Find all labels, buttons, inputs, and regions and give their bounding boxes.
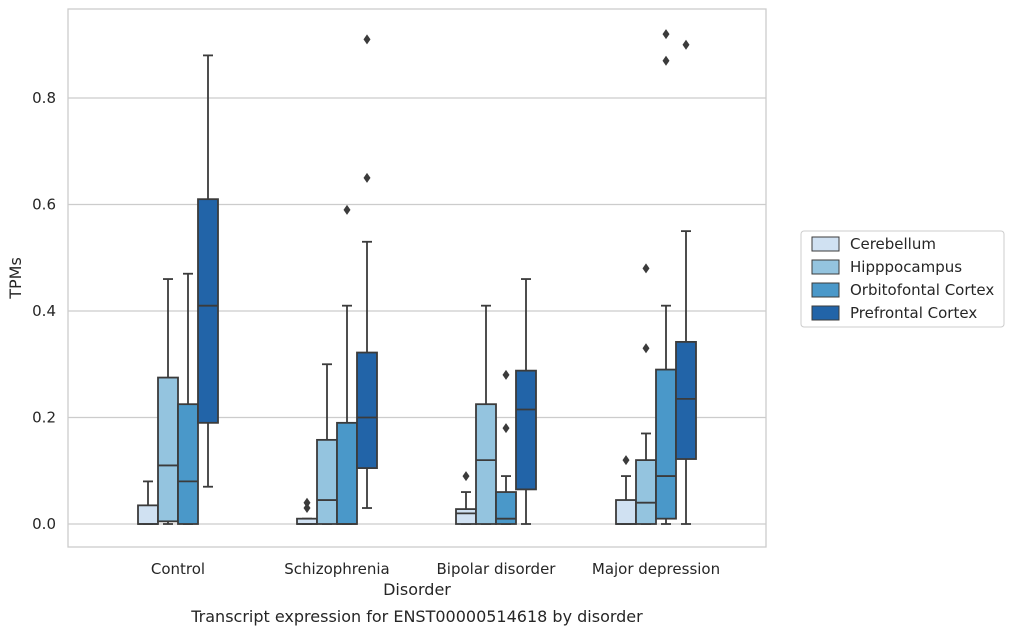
x-axis-title: Disorder <box>383 580 451 599</box>
outlier-point <box>662 29 670 40</box>
y-tick-label: 0.4 <box>32 302 56 320</box>
outlier-point <box>303 497 311 508</box>
outlier-point <box>343 204 351 215</box>
box-body <box>356 351 378 469</box>
box-3-3 <box>675 39 697 525</box>
box-body <box>475 403 497 525</box>
box-2-0 <box>177 272 199 525</box>
outlier-point <box>363 34 371 45</box>
x-tick-label: Bipolar disorder <box>437 560 557 578</box>
plot-frame <box>67 8 767 548</box>
box-0-0 <box>137 480 159 525</box>
box-body <box>515 369 537 491</box>
x-tick-label: Control <box>151 560 205 578</box>
outlier-point <box>303 503 311 514</box>
legend-label: Orbitofontal Cortex <box>850 281 994 299</box>
box-body <box>157 376 179 523</box>
legend-swatch <box>811 259 840 275</box>
x-tick-label: Major depression <box>592 560 720 578</box>
box-body <box>316 438 338 525</box>
box-0-1 <box>296 497 318 525</box>
outlier-point <box>662 55 670 66</box>
y-tick-label: 0.6 <box>32 196 56 214</box>
outlier-point <box>462 471 470 482</box>
box-3-2 <box>515 278 537 525</box>
box-3-1 <box>356 34 378 509</box>
box-body <box>495 491 517 525</box>
box-series <box>137 29 697 525</box>
box-body <box>615 499 637 525</box>
outlier-point <box>363 172 371 183</box>
box-body <box>655 368 677 520</box>
box-body <box>137 504 159 525</box>
box-2-2 <box>495 369 517 525</box>
y-axis-title: TPMs <box>6 257 25 300</box>
box-body <box>455 508 477 525</box>
box-body <box>675 340 697 460</box>
outlier-point <box>642 343 650 354</box>
box-1-1 <box>316 363 338 525</box>
legend-label: Cerebellum <box>850 235 936 253</box>
x-tick-labels: Control Schizophrenia Bipolar disorder Majo… <box>151 560 720 578</box>
legend-frame <box>800 230 1005 328</box>
box-body <box>177 403 199 525</box>
legend-swatch <box>811 305 840 321</box>
legend-label: Hipppocampus <box>850 258 962 276</box>
outlier-point <box>622 455 630 466</box>
box-1-2 <box>475 304 497 525</box>
box-3-0 <box>197 54 219 488</box>
y-tick-labels: 0.0 0.2 0.4 0.6 0.8 <box>32 89 56 533</box>
box-0-3 <box>615 455 637 525</box>
legend: Cerebellum Hipppocampus Orbitofontal Corte… <box>800 230 1005 328</box>
box-body <box>635 459 657 525</box>
y-tick-label: 0.2 <box>32 409 56 427</box>
legend-swatch <box>811 236 840 252</box>
box-body <box>197 198 219 424</box>
box-2-1 <box>336 204 358 525</box>
legend-label: Prefrontal Cortex <box>850 304 977 322</box>
x-tick-label: Schizophrenia <box>284 560 389 578</box>
box-0-2 <box>455 471 477 525</box>
y-tick-label: 0.0 <box>32 515 56 533</box>
outlier-point <box>642 263 650 274</box>
chart-caption: Transcript expression for ENST0000051461… <box>190 607 643 626</box>
outlier-point <box>502 423 510 434</box>
legend-swatch <box>811 282 840 298</box>
y-tick-label: 0.8 <box>32 89 56 107</box>
outlier-point <box>682 39 690 50</box>
box-body <box>336 421 358 525</box>
outlier-point <box>502 369 510 380</box>
